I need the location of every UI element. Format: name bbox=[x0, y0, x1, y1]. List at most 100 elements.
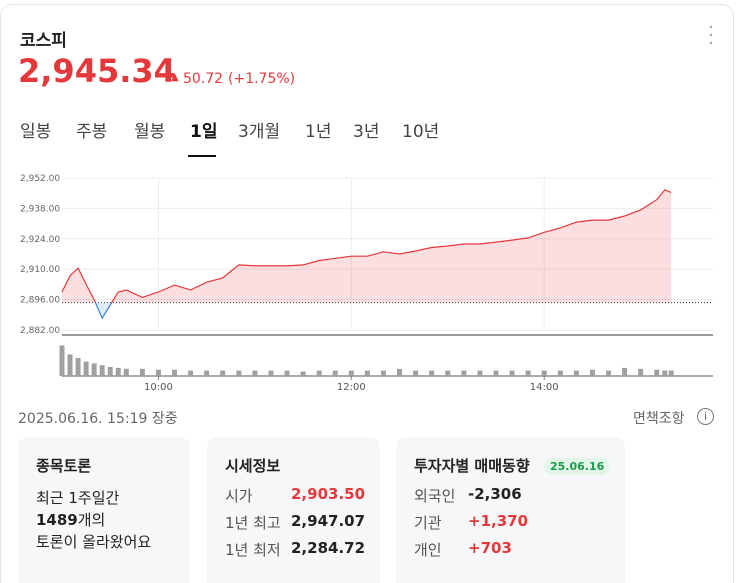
volume-bar bbox=[316, 370, 322, 376]
volume-bar bbox=[83, 361, 89, 376]
volume-bar bbox=[300, 371, 306, 376]
card-title: 시세정보 bbox=[225, 457, 281, 475]
y-tick-label: 2,896.00 bbox=[20, 296, 60, 306]
row-label: 1년 최저 bbox=[225, 541, 281, 559]
volume-bar bbox=[139, 368, 145, 376]
volume-bar bbox=[477, 370, 483, 376]
volume-bar bbox=[188, 370, 194, 376]
volume-bar bbox=[268, 370, 274, 376]
row-value: 2,903.50 bbox=[291, 485, 366, 503]
row-label: 개인 bbox=[414, 541, 442, 559]
volume-bar bbox=[638, 368, 644, 376]
period-tab[interactable]: 3년 bbox=[353, 122, 380, 142]
row-value: +703 bbox=[468, 539, 512, 557]
volume-bar bbox=[589, 369, 595, 376]
investor-card[interactable]: 투자자별 매매동향 25.06.16 외국인 -2,306 기관 +1,370 개인 +7… bbox=[396, 437, 625, 583]
volume-bar bbox=[541, 370, 547, 376]
quote-card[interactable]: 시세정보 시가 2,903.50 1년 최고 2,947.07 1년 최저 2,284.7… bbox=[207, 437, 380, 583]
volume-bar bbox=[99, 365, 105, 376]
widget-border bbox=[0, 4, 734, 583]
volume-bar bbox=[380, 370, 386, 376]
volume-bar bbox=[557, 370, 563, 376]
volume-bar bbox=[445, 370, 451, 376]
period-tab[interactable]: 3개월 bbox=[238, 122, 281, 142]
volume-bar bbox=[115, 367, 121, 376]
volume-bar bbox=[107, 367, 113, 376]
info-icon[interactable]: i bbox=[697, 408, 714, 425]
volume-bar bbox=[622, 367, 628, 376]
card-text: 최근 1주일간 bbox=[36, 489, 120, 507]
y-tick-label: 2,938.00 bbox=[20, 204, 60, 214]
volume-bar bbox=[654, 369, 660, 376]
volume-bar bbox=[172, 369, 178, 376]
row-value: -2,306 bbox=[468, 485, 522, 503]
up-arrow: ▲ bbox=[171, 72, 179, 83]
period-tab[interactable]: 월봉 bbox=[134, 122, 166, 142]
date-badge: 25.06.16 bbox=[544, 458, 611, 475]
card-text: 개의 bbox=[77, 511, 106, 529]
volume-bar bbox=[59, 345, 65, 376]
index-name: 코스피 bbox=[20, 31, 67, 51]
change: 50.72 bbox=[183, 71, 224, 87]
period-tab[interactable]: 1일 bbox=[190, 122, 218, 142]
chart: 2,882.00 2,896.00 2,910.00 2,924.00 2,938.00… bbox=[20, 174, 713, 393]
volume-bar bbox=[348, 370, 354, 376]
y-tick-label: 2,924.00 bbox=[20, 235, 60, 245]
volume-bar bbox=[461, 370, 467, 376]
volume-bar bbox=[67, 354, 73, 376]
volume-bar bbox=[509, 370, 515, 376]
volume-bar bbox=[429, 370, 435, 376]
volume-bar bbox=[91, 363, 97, 376]
volume-bar bbox=[332, 370, 338, 376]
volume-bar bbox=[123, 368, 129, 376]
card-title: 종목토론 bbox=[36, 457, 92, 475]
post-count: 1489 bbox=[36, 511, 78, 529]
row-value: 2,947.07 bbox=[291, 512, 366, 530]
volume-bar bbox=[413, 370, 419, 376]
y-tick-label: 2,910.00 bbox=[20, 265, 60, 275]
volume-bar bbox=[493, 370, 499, 376]
volume-bar bbox=[236, 370, 242, 376]
card-text: 1489개의 bbox=[36, 509, 105, 530]
volume-bar bbox=[284, 370, 290, 376]
row-value: 2,284.72 bbox=[291, 539, 366, 557]
change-pct: (+1.75%) bbox=[228, 71, 296, 87]
volume-bar bbox=[606, 370, 612, 376]
discussion-card[interactable]: 종목토론 최근 1주일간 1489개의 토론이 올라왔어요 bbox=[18, 437, 190, 583]
x-tick-label: 10:00 bbox=[144, 382, 173, 393]
volume-bar bbox=[252, 370, 258, 376]
row-label: 기관 bbox=[414, 514, 442, 532]
row-value: +1,370 bbox=[468, 512, 529, 530]
volume-bar bbox=[662, 370, 668, 376]
price-line bbox=[61, 189, 672, 320]
area bbox=[62, 189, 672, 319]
more-menu[interactable]: · · · bbox=[708, 17, 714, 54]
card-text: 토론이 올라왔어요 bbox=[36, 533, 152, 551]
period-tab[interactable]: 주봉 bbox=[76, 122, 108, 142]
tab-underline bbox=[188, 155, 216, 157]
volume-bar bbox=[220, 370, 226, 376]
volume-bar bbox=[668, 370, 674, 376]
row-label: 1년 최고 bbox=[225, 514, 281, 532]
volume-bar bbox=[397, 368, 403, 376]
volume-bar bbox=[75, 358, 81, 376]
row-label: 외국인 bbox=[414, 487, 456, 505]
disclaimer[interactable]: 면책조항 bbox=[633, 411, 685, 427]
period-tab[interactable]: 10년 bbox=[402, 122, 440, 142]
y-tick-label: 2,882.00 bbox=[20, 326, 60, 336]
card-title: 투자자별 매매동향 bbox=[414, 457, 530, 475]
x-tick-label: 12:00 bbox=[337, 382, 366, 393]
timestamp: 2025.06.16. 15:19 장중 bbox=[18, 411, 178, 427]
volume-bar bbox=[525, 370, 531, 376]
period-tab[interactable]: 일봉 bbox=[20, 122, 52, 142]
volume-bar bbox=[204, 370, 210, 376]
y-tick-label: 2,952.00 bbox=[20, 174, 60, 184]
period-tab[interactable]: 1년 bbox=[305, 122, 332, 142]
price: 2,945.34 bbox=[18, 52, 176, 90]
volume-bar bbox=[155, 369, 161, 376]
x-tick-label: 14:00 bbox=[530, 382, 559, 393]
row-label: 시가 bbox=[225, 487, 253, 505]
volume-bar bbox=[573, 370, 579, 376]
volume-bar bbox=[364, 370, 370, 376]
